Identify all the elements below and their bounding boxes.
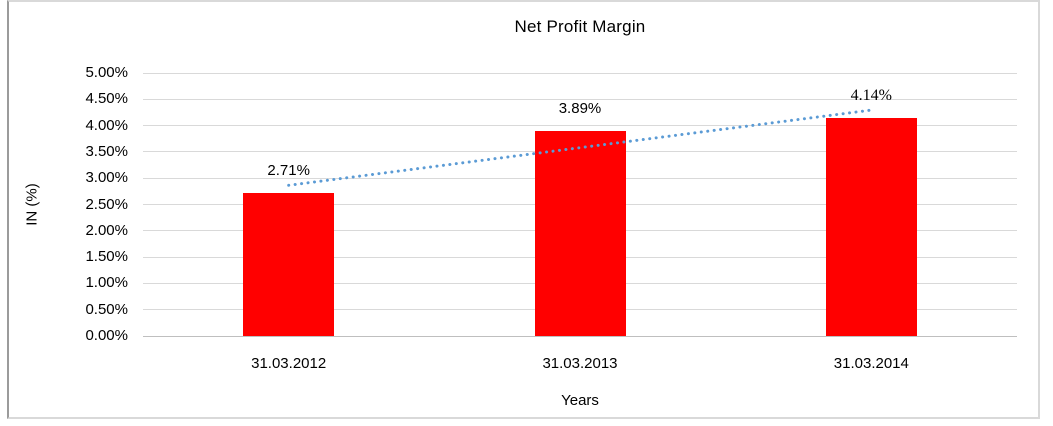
- y-tick-label: 1.00%: [85, 274, 128, 292]
- y-tick-label: 1.50%: [85, 248, 128, 266]
- x-tick-label: 31.03.2014: [833, 355, 909, 372]
- chart-title: Net Profit Margin: [514, 17, 646, 36]
- x-axis-title: Years: [561, 392, 599, 409]
- x-tick-label: 31.03.2013: [542, 355, 618, 372]
- y-tick-label: 5.00%: [85, 64, 128, 81]
- bar: [825, 118, 917, 336]
- y-tick-label: 3.50%: [85, 142, 128, 160]
- bar-value-label: 3.89%: [558, 100, 602, 118]
- y-axis-title: IN (%): [23, 183, 41, 226]
- gridline: [143, 72, 1017, 74]
- y-tick-label: 4.50%: [85, 90, 128, 108]
- bar: [534, 131, 626, 336]
- y-tick-label: 0.00%: [85, 327, 128, 344]
- y-tick-label: 3.00%: [85, 169, 128, 187]
- y-tick-label: 2.00%: [85, 221, 128, 239]
- bar: [243, 193, 335, 336]
- bar-value-label: 2.71%: [267, 162, 310, 180]
- y-tick-label: 4.00%: [85, 116, 128, 134]
- x-axis-line: [143, 335, 1017, 337]
- gridline: [143, 98, 1017, 100]
- y-tick-label: 0.50%: [85, 300, 128, 318]
- y-tick-label: 2.50%: [85, 195, 128, 213]
- x-tick-label: 31.03.2012: [251, 355, 327, 372]
- bar-value-label: 4.14%: [850, 87, 892, 105]
